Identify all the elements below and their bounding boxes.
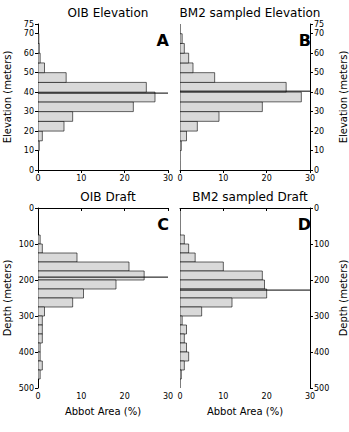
- svg-text:Elevation (meters): Elevation (meters): [338, 51, 349, 144]
- svg-text:0: 0: [314, 204, 319, 213]
- svg-text:30: 30: [305, 392, 315, 401]
- svg-text:70: 70: [24, 29, 34, 38]
- svg-text:40: 40: [314, 88, 324, 97]
- svg-text:0: 0: [177, 392, 182, 401]
- svg-text:100: 100: [19, 240, 34, 249]
- svg-text:30: 30: [163, 392, 173, 401]
- svg-text:BM2 sampled Draft: BM2 sampled Draft: [192, 190, 308, 204]
- svg-text:B: B: [299, 31, 311, 50]
- svg-text:20: 20: [120, 174, 130, 183]
- svg-text:75: 75: [314, 20, 324, 29]
- svg-text:30: 30: [163, 174, 173, 183]
- svg-text:20: 20: [120, 392, 130, 401]
- svg-text:0: 0: [29, 166, 34, 175]
- svg-text:60: 60: [314, 49, 324, 58]
- svg-text:10: 10: [218, 392, 228, 401]
- svg-text:70: 70: [314, 29, 324, 38]
- svg-text:10: 10: [24, 146, 34, 155]
- svg-text:75: 75: [24, 20, 34, 29]
- svg-text:0: 0: [35, 174, 40, 183]
- svg-text:30: 30: [314, 107, 324, 116]
- svg-text:500: 500: [19, 384, 34, 393]
- svg-text:Depth (meters): Depth (meters): [2, 260, 13, 337]
- svg-text:20: 20: [314, 127, 324, 136]
- svg-text:10: 10: [76, 174, 86, 183]
- svg-text:20: 20: [24, 127, 34, 136]
- svg-text:200: 200: [19, 276, 34, 285]
- svg-text:20: 20: [262, 392, 272, 401]
- svg-text:300: 300: [19, 312, 34, 321]
- svg-text:10: 10: [76, 392, 86, 401]
- svg-text:300: 300: [314, 312, 329, 321]
- svg-text:OIB Draft: OIB Draft: [80, 190, 136, 204]
- svg-text:0: 0: [35, 392, 40, 401]
- svg-text:10: 10: [218, 174, 228, 183]
- svg-text:20: 20: [262, 174, 272, 183]
- svg-text:400: 400: [314, 348, 329, 357]
- svg-text:OIB Elevation: OIB Elevation: [68, 6, 149, 20]
- svg-text:400: 400: [19, 348, 34, 357]
- svg-text:Depth (meters): Depth (meters): [338, 260, 349, 337]
- svg-text:10: 10: [314, 146, 324, 155]
- svg-text:Elevation (meters): Elevation (meters): [2, 51, 13, 144]
- svg-text:30: 30: [305, 174, 315, 183]
- svg-text:200: 200: [314, 276, 329, 285]
- svg-text:0: 0: [29, 204, 34, 213]
- svg-text:0: 0: [177, 174, 182, 183]
- svg-text:100: 100: [314, 240, 329, 249]
- svg-text:Abbot Area (%): Abbot Area (%): [65, 406, 141, 417]
- svg-text:50: 50: [314, 68, 324, 77]
- svg-text:500: 500: [314, 384, 329, 393]
- svg-text:A: A: [157, 31, 170, 50]
- svg-text:0: 0: [314, 165, 320, 175]
- svg-text:Abbot Area (%): Abbot Area (%): [207, 406, 283, 417]
- svg-text:60: 60: [24, 49, 34, 58]
- svg-text:BM2 sampled Elevation: BM2 sampled Elevation: [180, 6, 321, 20]
- svg-text:D: D: [298, 215, 311, 234]
- svg-text:30: 30: [24, 107, 34, 116]
- svg-text:50: 50: [24, 68, 34, 77]
- svg-text:C: C: [157, 215, 169, 234]
- svg-text:40: 40: [24, 88, 34, 97]
